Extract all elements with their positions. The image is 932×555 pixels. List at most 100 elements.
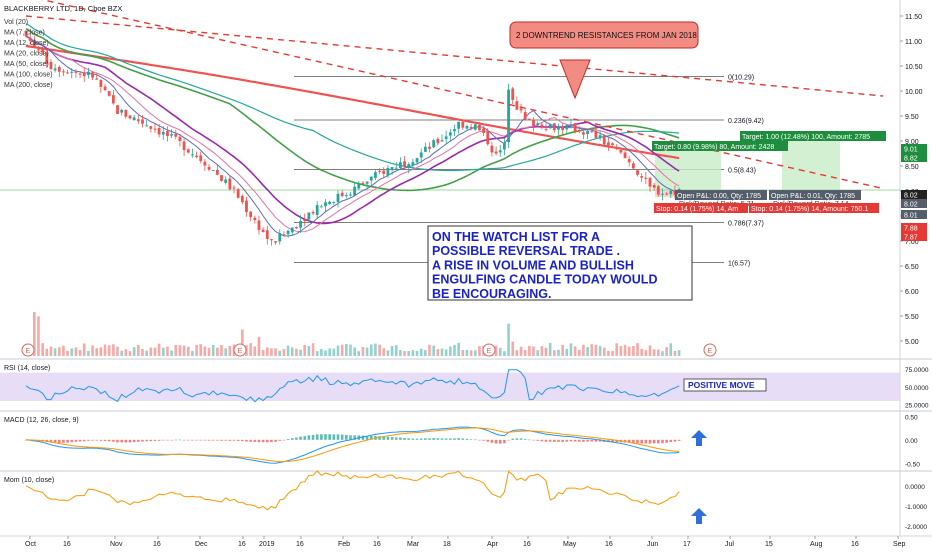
price-tag-bg (901, 190, 927, 199)
volume-bar (424, 350, 427, 356)
volume-bar (195, 344, 198, 356)
macd-histogram-bar (636, 439, 639, 444)
volume-bar (349, 344, 352, 356)
candle-body (478, 125, 481, 131)
macd-histogram-bar (232, 439, 236, 441)
macd-histogram-bar (515, 438, 519, 440)
macd-histogram-bar (665, 439, 668, 443)
ma12-line (25, 35, 680, 233)
price-tag-label: 7.88 (904, 226, 918, 233)
macd-histogram-bar (191, 439, 194, 441)
candle-body (631, 163, 635, 169)
candle-body (440, 140, 444, 142)
volume-bar (469, 350, 473, 356)
position-2-target-label-bg (740, 131, 886, 141)
volume-bar (573, 346, 577, 356)
volume-bar (299, 349, 302, 356)
volume-bar (174, 344, 178, 356)
volume-bar (261, 350, 265, 356)
rsi-title: RSI (14, close) (4, 365, 50, 372)
macd-histogram-bar (299, 436, 302, 440)
macd-histogram-bar (503, 439, 506, 444)
macd-histogram-bar (228, 439, 232, 441)
price-tag-bg (901, 199, 927, 208)
volume-bar (619, 345, 623, 356)
volume-bar (191, 350, 194, 356)
volume-bar (137, 344, 140, 356)
macd-histogram-bar (128, 439, 132, 443)
volume-bar (669, 343, 673, 356)
volume-bar (607, 350, 610, 356)
volume-bar (369, 344, 373, 356)
macd-histogram-bar (261, 439, 265, 443)
volume-bar (45, 348, 49, 356)
downtrend-resistance-line (25, 15, 884, 97)
candle-body (37, 49, 40, 51)
macd-histogram-bar (182, 439, 186, 441)
candle-body (74, 71, 78, 73)
macd-histogram-bar (615, 439, 619, 443)
candle-body (28, 37, 32, 41)
volume-bar (507, 323, 510, 356)
candle-body (53, 68, 57, 71)
candle-body (270, 239, 273, 241)
candle-body (78, 73, 82, 75)
macd-histogram-bar (207, 439, 211, 441)
time-tick-label: Jun (647, 541, 658, 548)
macd-histogram-bar (486, 439, 490, 442)
candle-body (519, 108, 523, 111)
volume-bar (457, 342, 460, 356)
macd-histogram-bar (453, 438, 456, 440)
macd-histogram-bar (174, 439, 178, 441)
macd-title: MACD (12, 26, close, 9) (4, 417, 79, 424)
macd-histogram-bar (369, 435, 373, 440)
macd-histogram-bar (444, 438, 448, 440)
price-tag-label: 8.02 (904, 193, 918, 200)
candle-body (557, 126, 560, 130)
candle-body (124, 109, 128, 117)
volume-bar (494, 345, 498, 356)
volume-bar (145, 350, 148, 356)
time-tick-label: 16 (153, 541, 161, 548)
candle-body (132, 117, 136, 121)
macd-histogram-bar (99, 439, 103, 441)
macd-histogram-bar (282, 439, 286, 441)
time-tick-label: Apr (487, 541, 499, 548)
volume-bar (112, 344, 115, 356)
candle-body (170, 134, 173, 136)
candle-body (191, 154, 194, 156)
volume-bar (382, 348, 386, 356)
volume-bar (444, 349, 448, 356)
macd-histogram-bar (195, 439, 198, 441)
macd-histogram-bar (141, 439, 144, 442)
price-tag-bg (901, 223, 927, 232)
price-tick-label: 5.50 (905, 314, 919, 321)
volume-bar (548, 343, 552, 356)
volume-bar (166, 346, 169, 356)
volume-bar (602, 347, 606, 356)
candle-body (607, 142, 610, 146)
momentum-line (25, 470, 680, 511)
candle-body (224, 179, 228, 183)
volume-bar (528, 345, 531, 356)
candle-body (353, 186, 357, 196)
candle-body (374, 172, 377, 178)
volume-bar (544, 347, 548, 356)
macd-histogram-bar (528, 439, 531, 441)
macd-histogram-bar (336, 434, 340, 440)
macd-histogram-bar (557, 439, 560, 442)
watch-note-line: A RISE IN VOLUME AND BULLISH (432, 258, 634, 272)
candle-body (444, 136, 448, 139)
watch-note-line: POSSIBLE REVERSAL TRADE . (432, 244, 620, 258)
macd-histogram-bar (145, 439, 148, 442)
macd-histogram-bar (532, 439, 535, 441)
macd-histogram-bar (565, 439, 569, 442)
price-tick-label: 10.50 (905, 64, 923, 71)
volume-bar (532, 346, 535, 356)
candle-body (536, 123, 540, 126)
candle-body (336, 193, 340, 203)
candle-body (461, 121, 465, 128)
candle-body (436, 138, 440, 144)
time-tick-label: Jul (725, 541, 734, 548)
